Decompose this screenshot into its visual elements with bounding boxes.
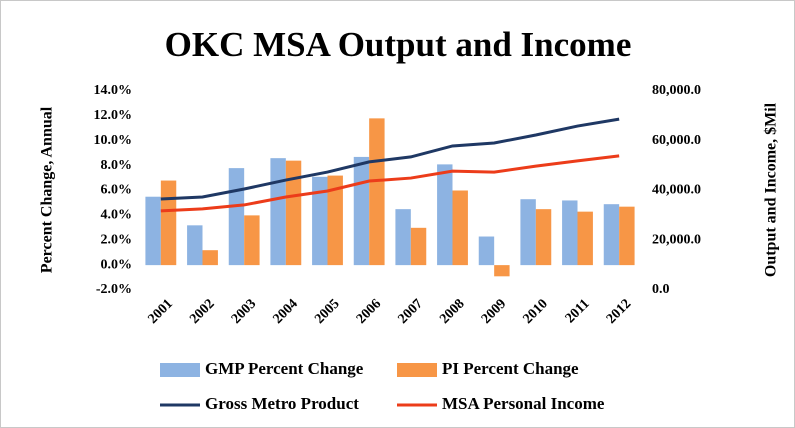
legend-label: PI Percent Change [442, 359, 579, 378]
bar [520, 199, 536, 266]
bar [160, 180, 177, 266]
bar [369, 118, 385, 266]
y2-axis-label: Output and Income, $Mil [763, 102, 780, 277]
bar [494, 265, 510, 277]
line [160, 154, 620, 213]
bar [244, 215, 260, 266]
bar [395, 209, 411, 266]
y-tick-label: 10.0% [94, 133, 133, 148]
legend-swatch [397, 363, 437, 377]
bar [270, 158, 286, 266]
bar [285, 160, 302, 266]
bar [437, 164, 453, 266]
y-axis-label: Percent Change, Annual [39, 106, 56, 273]
y2-tick-label: 80,000.0 [652, 83, 701, 98]
y-tick-label: 4.0% [101, 208, 133, 223]
bar [327, 175, 343, 266]
bar [535, 209, 552, 266]
y2-tick-label: 60,000.0 [652, 133, 701, 148]
bar [145, 196, 161, 266]
bar [619, 206, 635, 266]
y2-tick-label: 0.0 [652, 282, 670, 297]
y-tick-label: 2.0% [101, 232, 133, 247]
bar [603, 204, 620, 266]
bar [187, 225, 203, 266]
y-tick-label: 12.0% [94, 108, 133, 123]
bar [577, 211, 593, 266]
y2-tick-label: 40,000.0 [652, 183, 701, 198]
y2-tick-label: 20,000.0 [652, 232, 701, 247]
bar [452, 190, 468, 266]
chart-title: OKC MSA Output and Income [165, 25, 632, 64]
y-tick-label: 0.0% [101, 257, 133, 272]
bar [353, 156, 370, 266]
y-tick-label: -2.0% [96, 282, 132, 297]
bar [228, 168, 245, 266]
legend-label: Gross Metro Product [205, 394, 359, 413]
legend-label: GMP Percent Change [205, 359, 364, 378]
bar [202, 250, 218, 266]
y-tick-label: 6.0% [101, 183, 133, 198]
legend-swatch [160, 363, 200, 377]
y-tick-label: 14.0% [94, 83, 133, 98]
bar [562, 200, 578, 266]
legend-label: MSA Personal Income [442, 394, 605, 413]
bar [410, 227, 427, 266]
bar [478, 236, 495, 266]
bar [312, 176, 328, 266]
line [160, 117, 620, 201]
y-tick-label: 8.0% [101, 158, 133, 173]
